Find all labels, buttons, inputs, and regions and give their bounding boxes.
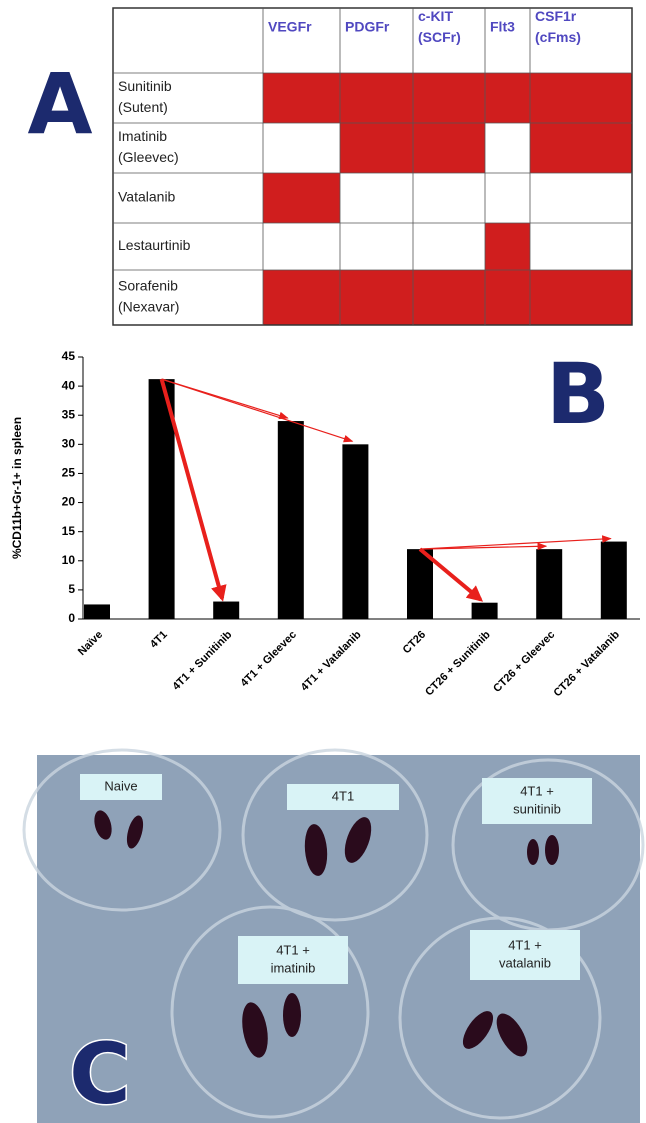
x-tick-label: CT26 (401, 629, 429, 657)
bar (601, 542, 627, 619)
y-tick-label: 35 (62, 407, 76, 421)
drug-name: (Sutent) (118, 99, 168, 115)
target-cell (485, 223, 530, 270)
column-header: VEGFr (268, 19, 312, 35)
dish-label: 4T1 + (508, 937, 542, 952)
column-header: CSF1r (535, 8, 577, 24)
dish-label: 4T1 + (520, 783, 554, 798)
target-cell (530, 173, 632, 223)
y-tick-label: 20 (62, 495, 76, 509)
dish-label: vatalanib (499, 955, 551, 970)
target-cell (530, 270, 632, 325)
target-cell (263, 173, 340, 223)
target-cell (340, 123, 413, 173)
panel-label: C (69, 1025, 131, 1123)
trend-arrow (162, 379, 353, 441)
target-cell (340, 73, 413, 123)
target-cell (263, 223, 340, 270)
target-cell (413, 123, 485, 173)
target-cell (485, 73, 530, 123)
target-cell (340, 270, 413, 325)
y-tick-label: 5 (68, 582, 75, 596)
drug-name: Lestaurtinib (118, 237, 191, 253)
panel-b: B %CD11b+Gr-1+ in spleen 0 5 10 15 20 25 30 35 4… (10, 345, 640, 699)
x-tick-label: 4T1 + Vatalanib (299, 628, 364, 693)
dish-label: 4T1 + (276, 942, 310, 957)
target-cell (530, 223, 632, 270)
target-cell (413, 173, 485, 223)
target-cell (340, 173, 413, 223)
column-header: Flt3 (490, 19, 515, 35)
panel-label: B (546, 345, 610, 443)
target-cell (263, 73, 340, 123)
y-tick-label: 10 (62, 553, 76, 567)
y-tick-label: 45 (62, 349, 76, 363)
target-cell (413, 73, 485, 123)
y-tick-label: 15 (62, 524, 76, 538)
bar (342, 444, 368, 619)
x-tick-label: 4T1 (148, 629, 170, 651)
column-header: PDGFr (345, 19, 390, 35)
bar (84, 604, 110, 619)
column-header: (cFms) (535, 29, 581, 45)
target-cell (340, 223, 413, 270)
bar (407, 549, 433, 619)
drug-name: Sorafenib (118, 278, 178, 294)
x-tick-label: 4T1 + Gleevec (238, 629, 299, 690)
target-cell (530, 73, 632, 123)
target-cell (485, 173, 530, 223)
bar (278, 421, 304, 619)
drug-name: Sunitinib (118, 78, 172, 94)
target-cell (530, 123, 632, 173)
bar (472, 603, 498, 619)
column-header: (SCFr) (418, 29, 461, 45)
trend-arrow (420, 539, 611, 550)
target-cell (263, 123, 340, 173)
x-tick-label: CT26 + Gleevec (491, 629, 557, 695)
x-tick-label: 4T1 + Sunitinib (170, 629, 234, 693)
y-tick-label: 0 (68, 611, 75, 625)
x-tick-label: CT26 + Sunitinib (423, 628, 493, 698)
x-tick-label: Naïve (76, 629, 105, 658)
dish-label: Naive (104, 778, 137, 793)
y-tick-label: 40 (62, 378, 76, 392)
y-tick-label: 30 (62, 437, 76, 451)
column-header: c-KIT (418, 8, 453, 24)
target-cell (263, 270, 340, 325)
target-cell (413, 270, 485, 325)
y-axis-label: %CD11b+Gr-1+ in spleen (10, 417, 24, 559)
target-cell (485, 270, 530, 325)
dish-label: imatinib (271, 960, 316, 975)
y-tick-label: 25 (62, 466, 76, 480)
figure: A VEGFr PDGFr c-KIT (SCFr) Flt3 CSF1r (cFms) Su… (0, 0, 646, 1123)
drug-name: Vatalanib (118, 189, 176, 205)
drug-name: Imatinib (118, 128, 167, 144)
target-cell (485, 123, 530, 173)
target-cell (413, 223, 485, 270)
dish-label: sunitinib (513, 801, 561, 816)
drug-name: (Gleevec) (118, 149, 179, 165)
panel-a: A VEGFr PDGFr c-KIT (SCFr) Flt3 CSF1r (cFms) Su… (27, 8, 632, 325)
panel-label: A (27, 55, 92, 153)
drug-name: (Nexavar) (118, 299, 179, 315)
bar (536, 549, 562, 619)
x-tick-label: CT26 + Vatalanib (551, 628, 622, 699)
bar (213, 602, 239, 619)
dish-label: 4T1 (332, 788, 354, 803)
panel-c: C Naive 4T1 4T1 + sunitinib 4T1 + imatinib 4T1… (24, 750, 643, 1123)
